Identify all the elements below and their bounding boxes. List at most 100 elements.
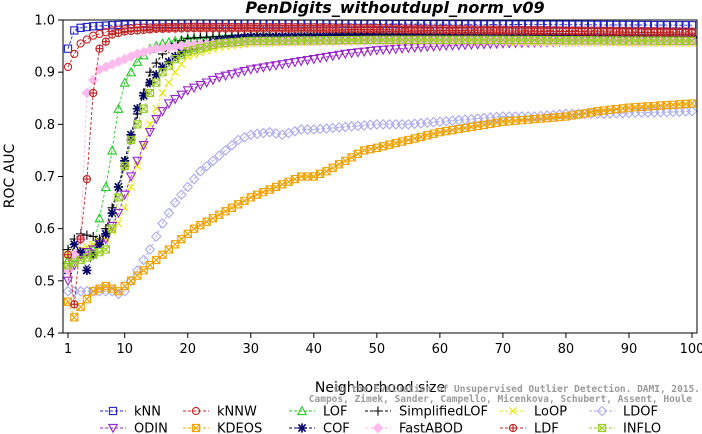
x-tick-label-80: 80 (558, 342, 575, 357)
axes: 1 10 20 30 40 50 60 70 80 90 100 0.4 0.5 0.6 0.7 0.8 0.9… (34, 14, 702, 358)
legend-label-ldf: LDF (534, 422, 559, 434)
point-cof-13 (139, 91, 149, 101)
legend-label-lof: LOF (323, 405, 348, 420)
point-kdeos-2 (70, 313, 79, 322)
point-odin-17 (163, 99, 174, 109)
point-ldf-100 (687, 28, 697, 38)
point-ldf-7 (101, 37, 110, 46)
y-tick-label-0.4: 0.4 (34, 327, 55, 342)
series-line-ldf (67, 27, 692, 305)
point-ldof-36 (283, 127, 294, 139)
point-ldf-6 (95, 44, 104, 53)
legend-marker-kdeos (191, 423, 201, 433)
point-odin-11 (125, 172, 137, 182)
point-inflo-9 (114, 193, 123, 202)
series-kdeos (63, 99, 697, 322)
legend-item-fastabod: FastABOD (365, 422, 463, 434)
point-ldof-37 (289, 125, 301, 137)
x-tick-label-40: 40 (306, 342, 323, 357)
point-lof-12 (132, 56, 143, 66)
point-cof-3 (76, 247, 86, 257)
point-ldf-5 (89, 88, 98, 98)
series-ldof (62, 105, 698, 300)
point-inflo-13 (139, 104, 148, 113)
point-inflo-11 (126, 135, 136, 145)
point-odin-50 (371, 46, 382, 56)
legend-item-knn: kNN (100, 405, 161, 420)
point-odin-12 (132, 156, 143, 167)
point-knnw-3 (76, 39, 85, 48)
point-odin-22 (195, 81, 206, 91)
x-axis-label: Neighborhood size (315, 380, 445, 396)
point-knn-5 (89, 22, 98, 31)
point-ldof-13 (138, 254, 150, 266)
point-knn-2 (70, 26, 79, 35)
legend-label-knn: kNN (134, 405, 161, 420)
point-ldf-3 (76, 234, 85, 244)
legend-label-cof: COF (323, 422, 350, 434)
point-odin-14 (144, 128, 156, 138)
point-odin-34 (270, 61, 282, 71)
point-odin-35 (277, 60, 288, 70)
point-odin-20 (182, 86, 193, 96)
point-lof-7 (100, 181, 111, 192)
point-kdeos-100 (687, 99, 697, 108)
point-lof-1 (62, 254, 74, 265)
point-odin-23 (201, 78, 212, 88)
point-cof-19 (176, 48, 187, 58)
point-knn-9 (114, 20, 123, 30)
point-ldof-17 (163, 207, 175, 219)
point-loop-16 (158, 89, 167, 98)
point-odin-43 (327, 51, 338, 62)
legend-label-kdeos: KDEOS (217, 422, 262, 434)
legend-item-ldof: LDOF (589, 405, 658, 420)
point-ldof-19 (176, 189, 187, 201)
point-odin-21 (188, 83, 200, 94)
point-simplifiedlof-5 (88, 231, 98, 242)
point-inflo-12 (133, 120, 142, 129)
point-knn-8 (107, 21, 117, 30)
point-loop-15 (152, 104, 161, 113)
point-ldof-21 (188, 173, 200, 185)
point-lof-11 (125, 66, 137, 77)
point-ldof-26 (220, 145, 231, 156)
point-odin-41 (315, 53, 326, 64)
point-fastabod-5 (87, 74, 99, 86)
point-loop-11 (127, 182, 136, 191)
point-odin-45 (340, 49, 351, 60)
point-odin-33 (264, 62, 275, 72)
y-tick-label-0.9: 0.9 (34, 66, 55, 81)
point-knn-6 (95, 21, 104, 31)
point-inflo-100 (687, 36, 697, 46)
point-knn-100 (687, 21, 697, 30)
point-cof-11 (126, 130, 136, 140)
point-odin-13 (138, 141, 149, 151)
point-ldof-24 (207, 155, 219, 167)
x-tick-label-50: 50 (369, 342, 386, 357)
y-tick-label-0.7: 0.7 (34, 170, 55, 185)
legend-marker-knn (108, 406, 118, 416)
point-ldof-23 (201, 160, 213, 172)
point-ldof-100 (686, 105, 698, 117)
point-odin-30 (245, 65, 256, 75)
series-line-ldof (68, 110, 693, 295)
point-knn-4 (82, 22, 92, 32)
point-inflo-7 (101, 245, 110, 254)
point-cof-14 (145, 78, 155, 88)
point-ldof-33 (264, 126, 276, 138)
credit-line-1: On the Evaluation of Unsupervised Outlie… (334, 384, 700, 395)
legend-marker-loop (509, 407, 517, 415)
point-lof-9 (113, 103, 124, 113)
legend-label-simplifiedlof: SimplifiedLOF (399, 405, 488, 420)
x-tick-label-60: 60 (432, 342, 449, 357)
point-odin-15 (151, 114, 162, 125)
legend-item-loop: LoOP (500, 405, 567, 420)
legend-label-knnw: kNNW (217, 405, 257, 420)
legend-label-odin: ODIN (134, 422, 168, 434)
legend-label-inflo: INFLO (623, 422, 661, 434)
x-tick-label-70: 70 (495, 342, 512, 357)
point-odin-40 (308, 54, 319, 65)
point-ldf-4 (82, 174, 92, 184)
point-odin-18 (170, 94, 181, 105)
point-knnw-4 (82, 35, 92, 44)
